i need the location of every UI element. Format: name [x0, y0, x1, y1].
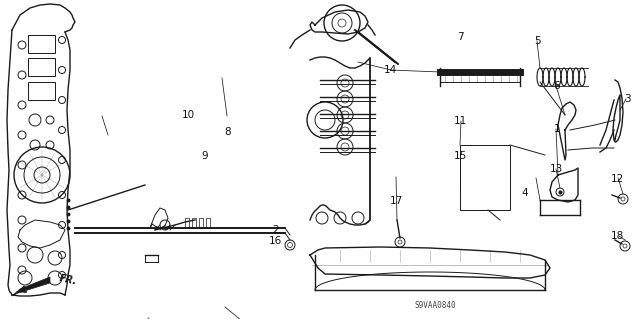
Text: 2: 2	[272, 225, 278, 235]
FancyArrowPatch shape	[20, 281, 47, 292]
Text: 18: 18	[611, 231, 624, 241]
Text: 16: 16	[269, 236, 282, 246]
Text: 8: 8	[224, 127, 230, 137]
Text: FR.: FR.	[58, 273, 77, 287]
Text: S9VAA0840: S9VAA0840	[414, 301, 456, 310]
Text: 1: 1	[554, 124, 560, 134]
Text: 12: 12	[611, 174, 624, 184]
Text: 15: 15	[454, 151, 467, 161]
Text: 6: 6	[554, 81, 560, 91]
Text: 14: 14	[384, 65, 397, 75]
Text: 9: 9	[202, 151, 208, 161]
Text: 7: 7	[458, 32, 464, 42]
Text: 11: 11	[454, 116, 467, 126]
Text: 3: 3	[624, 94, 630, 104]
Text: 5: 5	[534, 36, 541, 47]
Polygon shape	[12, 277, 50, 296]
Text: 17: 17	[390, 196, 403, 206]
Text: 13: 13	[550, 164, 563, 174]
Text: 4: 4	[522, 188, 528, 198]
Text: 10: 10	[182, 110, 195, 120]
